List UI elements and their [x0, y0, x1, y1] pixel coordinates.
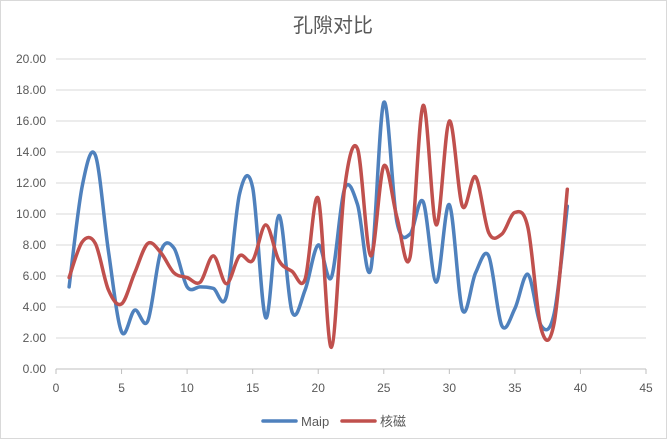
chart-title: 孔隙对比	[293, 13, 373, 37]
x-tick-label: 15	[246, 381, 260, 395]
x-tick-label: 40	[574, 381, 588, 395]
x-tick-label: 0	[53, 381, 60, 395]
gridlines	[56, 58, 646, 370]
y-axis-ticks: 0.00 2.00 4.00 6.00 8.00 10.00 12.00 14.00 16.00…	[16, 52, 46, 376]
legend-label-2: 核磁	[380, 414, 406, 429]
y-tick-label: 0.00	[23, 362, 47, 376]
legend-label-1: Maip	[301, 414, 329, 429]
x-tick-label: 10	[180, 381, 194, 395]
y-tick-label: 10.00	[16, 207, 46, 221]
x-tick-label: 30	[443, 381, 457, 395]
x-tick-label: 20	[312, 381, 326, 395]
y-tick-label: 18.00	[16, 83, 46, 97]
y-tick-label: 12.00	[16, 176, 46, 190]
y-tick-label: 14.00	[16, 145, 46, 159]
x-tick-label: 35	[508, 381, 522, 395]
series-line-2	[67, 103, 570, 350]
x-tick-label: 45	[639, 381, 653, 395]
legend: Maip 核磁	[261, 414, 406, 429]
series-line-1	[67, 100, 570, 336]
y-tick-label: 4.00	[23, 300, 47, 314]
y-tick-label: 16.00	[16, 114, 46, 128]
y-tick-label: 8.00	[23, 238, 47, 252]
y-tick-label: 6.00	[23, 269, 47, 283]
y-tick-label: 20.00	[16, 52, 46, 66]
y-tick-label: 2.00	[23, 331, 47, 345]
x-tick-label: 25	[377, 381, 391, 395]
x-tick-label: 5	[118, 381, 125, 395]
series-lines	[67, 100, 570, 350]
x-axis-ticks: 0 5 10 15 20 25 30 35 40 45	[53, 369, 653, 395]
